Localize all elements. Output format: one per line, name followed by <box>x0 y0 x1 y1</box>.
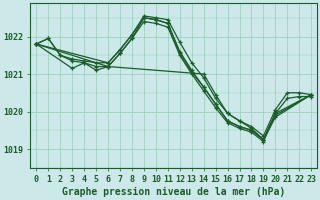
X-axis label: Graphe pression niveau de la mer (hPa): Graphe pression niveau de la mer (hPa) <box>62 187 285 197</box>
